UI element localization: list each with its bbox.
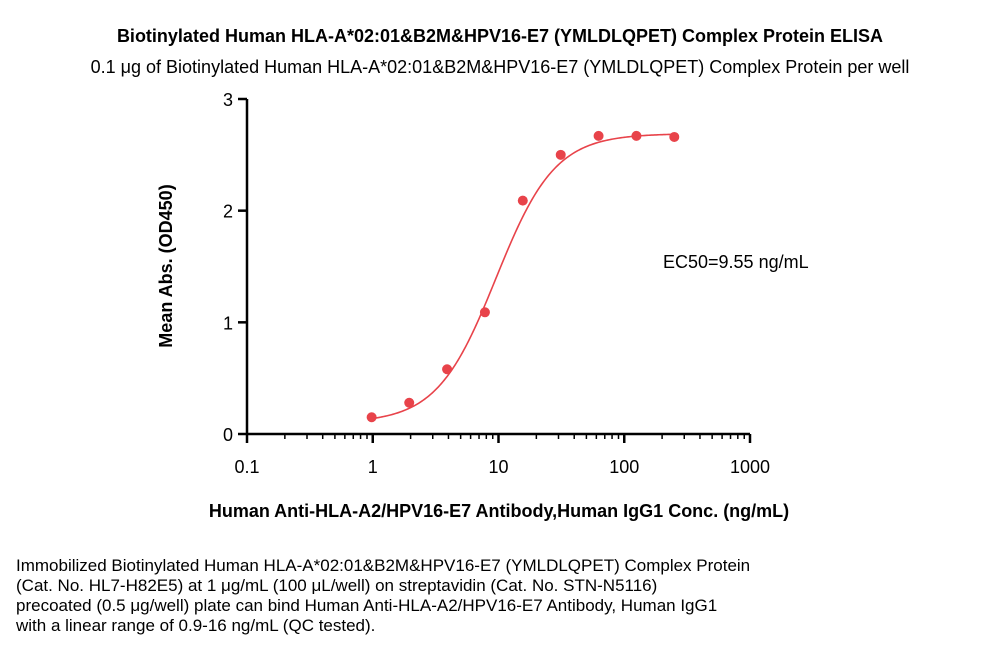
caption-line: Immobilized Biotinylated Human HLA-A*02:… xyxy=(16,556,751,575)
data-point xyxy=(442,364,453,375)
data-point xyxy=(404,397,415,408)
data-point xyxy=(631,130,642,141)
figure-caption: Immobilized Biotinylated Human HLA-A*02:… xyxy=(16,556,986,636)
y-tick-label: 0 xyxy=(223,425,233,445)
data-points xyxy=(366,130,680,423)
ec50-annotation: EC50=9.55 ng/mL xyxy=(663,252,809,272)
y-tick-label: 1 xyxy=(223,313,233,333)
caption-line: precoated (0.5 μg/well) plate can bind H… xyxy=(16,596,718,615)
y-tick-label: 2 xyxy=(223,202,233,222)
data-point xyxy=(479,307,490,318)
data-point xyxy=(669,131,680,142)
chart-subtitle: 0.1 μg of Biotinylated Human HLA-A*02:01… xyxy=(90,57,910,77)
x-axis-title: Human Anti-HLA-A2/HPV16-E7 Antibody,Huma… xyxy=(209,501,789,521)
x-tick-label: 0.1 xyxy=(234,457,259,477)
data-point xyxy=(555,149,566,160)
elisa-chart: 0 1 2 3 0.1 1 10 100 1000 Human Anti-HLA-A2/HPV1… xyxy=(156,90,809,521)
caption-line: (Cat. No. HL7-H82E5) at 1 μg/mL (100 μL/… xyxy=(16,576,658,595)
x-tick-label: 1 xyxy=(368,457,378,477)
x-tick-label: 10 xyxy=(488,457,508,477)
y-axis-title: Mean Abs. (OD450) xyxy=(156,184,176,347)
fit-curve xyxy=(371,133,675,420)
data-point xyxy=(593,130,604,141)
caption-line: with a linear range of 0.9-16 ng/mL (QC … xyxy=(16,616,376,635)
data-point xyxy=(366,412,377,423)
axes: 0 1 2 3 0.1 1 10 100 1000 xyxy=(223,90,770,477)
chart-title: Biotinylated Human HLA-A*02:01&B2M&HPV16… xyxy=(116,26,884,46)
y-tick-label: 3 xyxy=(223,90,233,110)
x-tick-label: 100 xyxy=(609,457,639,477)
data-point xyxy=(517,195,528,206)
chart-labels: Human Anti-HLA-A2/HPV16-E7 Antibody,Huma… xyxy=(156,184,809,521)
x-tick-label: 1000 xyxy=(730,457,770,477)
